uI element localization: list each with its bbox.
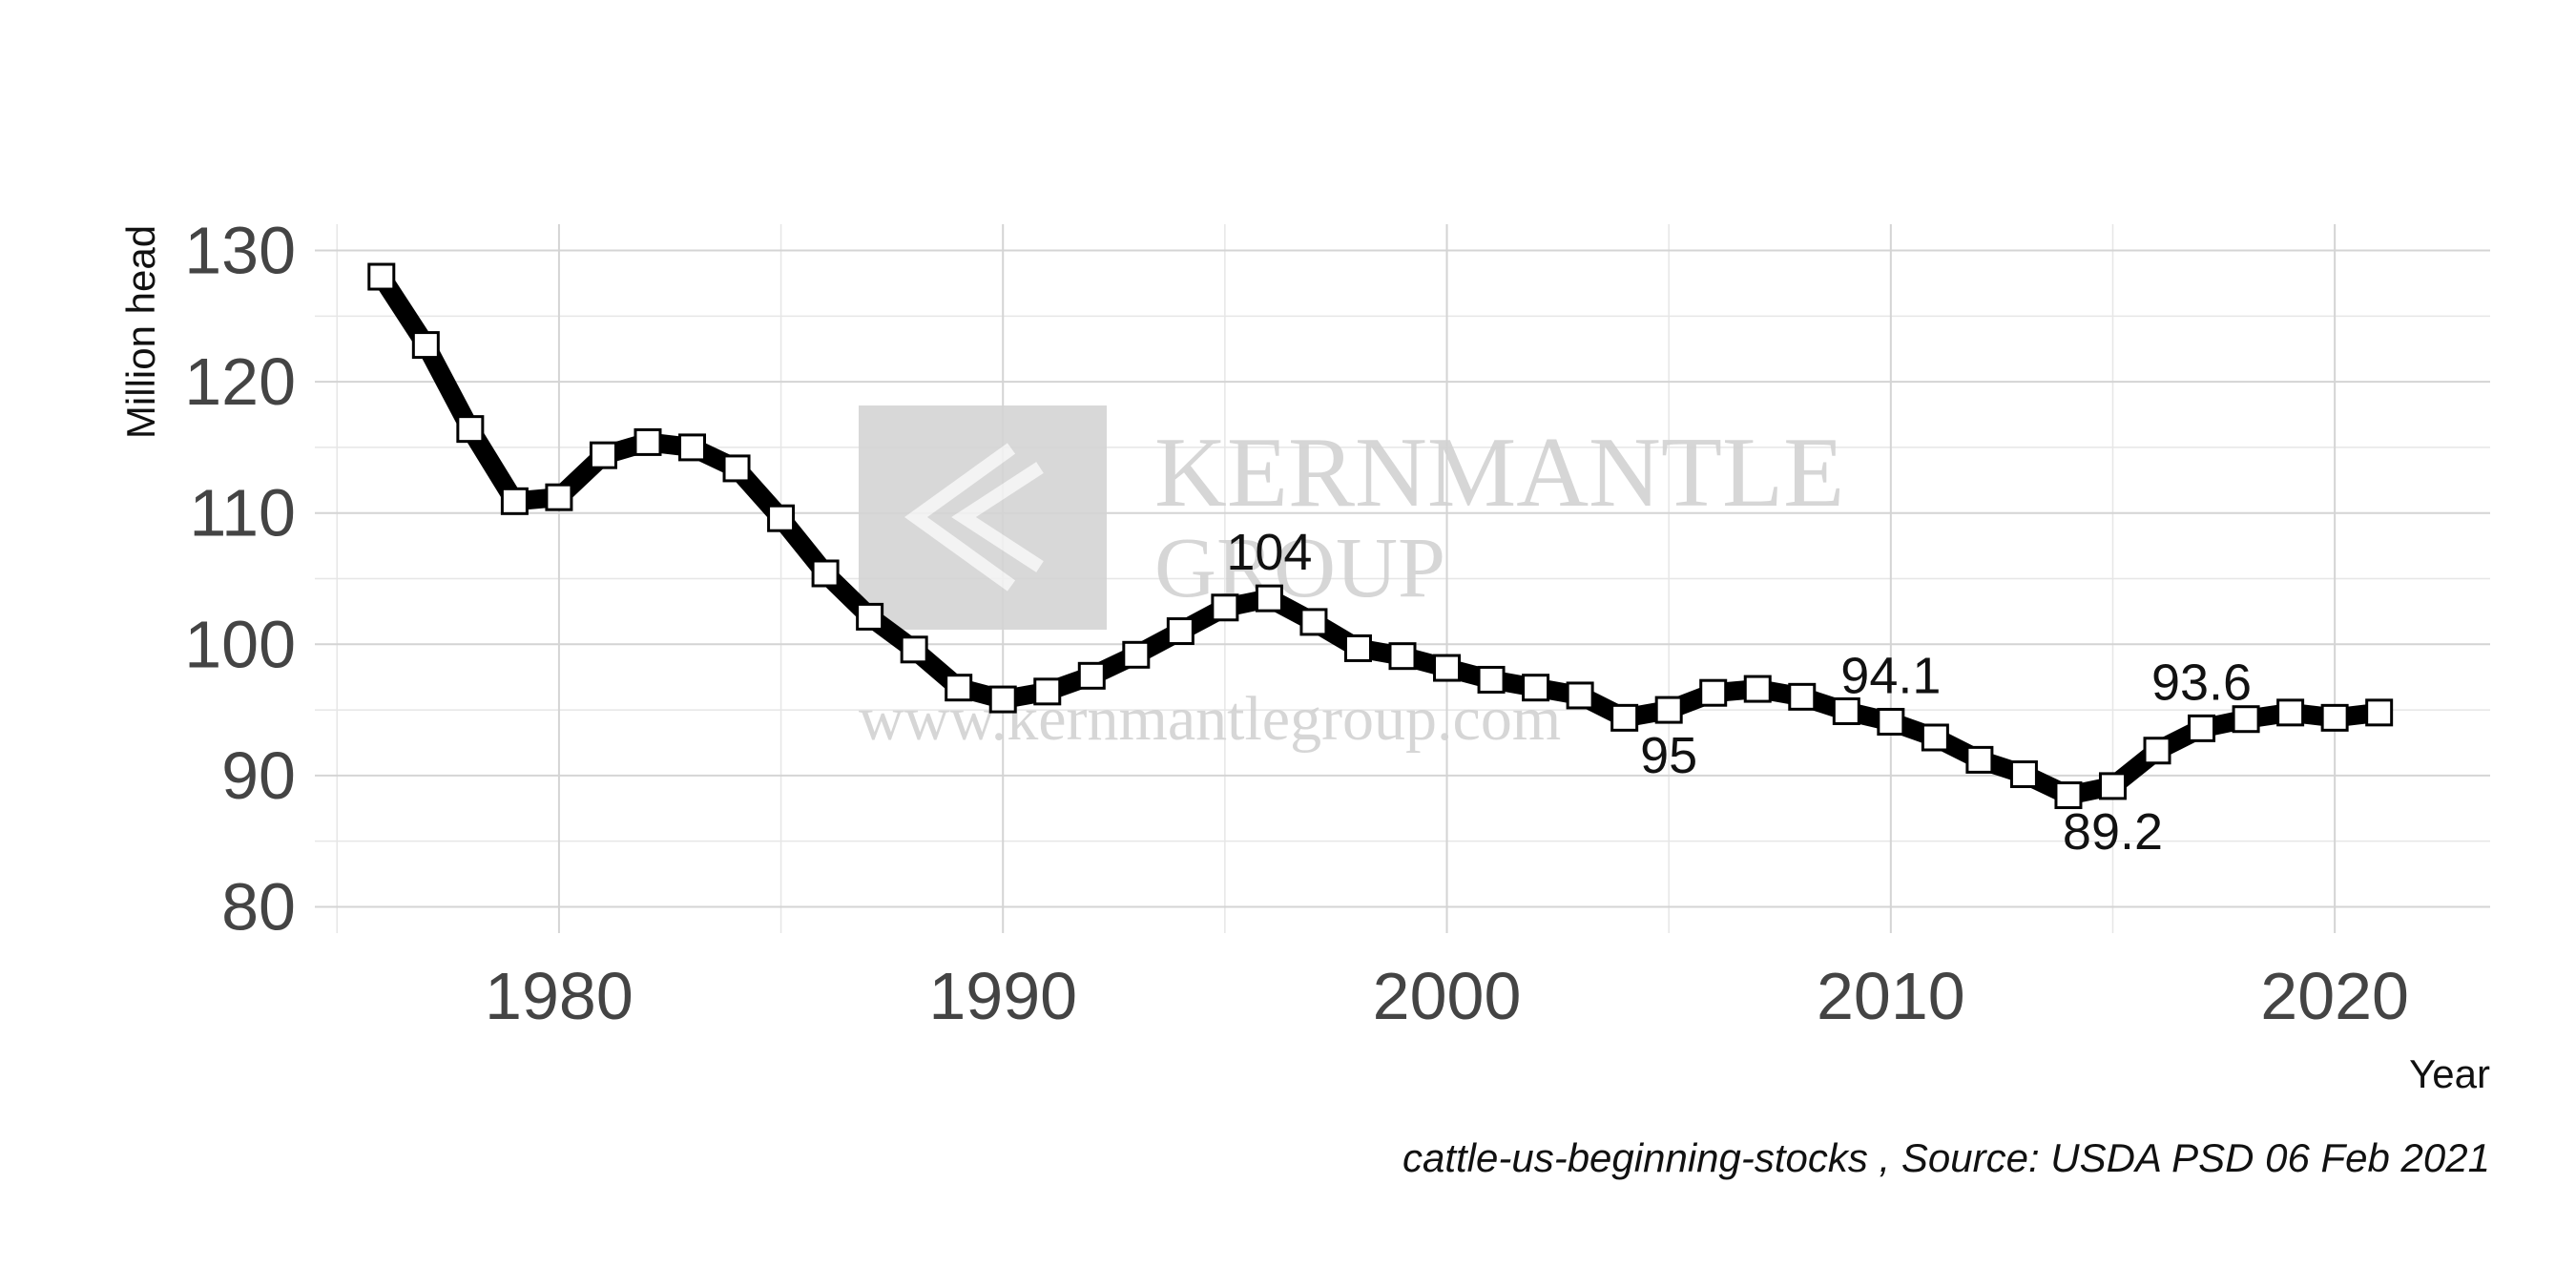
data-point	[634, 427, 662, 456]
y-tick-label: 110	[189, 476, 296, 551]
data-point	[2232, 705, 2260, 734]
watermark: KERNMANTLE GROUP www.kernmantlegroup.com	[859, 405, 1844, 754]
data-point	[500, 487, 529, 515]
data-point	[1343, 634, 1372, 662]
data-point	[545, 483, 573, 511]
data-point	[1211, 593, 1239, 622]
watermark-logo	[859, 405, 1107, 630]
y-tick-label: 90	[221, 738, 296, 813]
data-label: 95	[1640, 727, 1697, 784]
data-label: 89.2	[2063, 803, 2163, 861]
data-point	[1610, 703, 1639, 732]
data-label: 93.6	[2151, 654, 2252, 711]
data-point	[1832, 696, 1860, 725]
data-point	[2320, 703, 2349, 732]
data-point	[367, 262, 396, 291]
watermark-logo-chevron	[951, 462, 1044, 572]
data-point	[1965, 745, 1994, 774]
data-labels: 104 95 94.1 89.2 93.6	[1226, 524, 2252, 861]
data-point	[1433, 654, 1462, 682]
watermark-subtitle: GROUP	[1154, 521, 1445, 615]
data-point	[411, 331, 440, 360]
data-point	[678, 433, 707, 462]
data-point	[2098, 772, 2127, 800]
data-point	[900, 635, 928, 664]
watermark-logo-chevron	[904, 443, 1016, 592]
data-point	[1255, 584, 1283, 613]
data-point	[1921, 723, 1949, 752]
data-point	[1122, 640, 1151, 669]
data-point	[1388, 642, 1417, 671]
data-point	[1166, 617, 1195, 646]
data-point	[2276, 698, 2305, 727]
y-axis-title: Million head	[118, 225, 163, 439]
x-tick-label: 2000	[1373, 959, 1522, 1033]
data-label: 94.1	[1840, 647, 1941, 704]
data-point	[456, 415, 485, 444]
y-tick-label: 80	[221, 869, 296, 944]
y-tick-label: 120	[184, 344, 296, 419]
data-point	[945, 674, 973, 702]
data-point	[1743, 675, 1772, 703]
data-point	[988, 685, 1017, 714]
data-point	[2054, 781, 2083, 810]
data-label: 104	[1226, 524, 1312, 581]
data-point	[767, 504, 796, 532]
data-point	[1654, 696, 1683, 724]
x-tick-label: 2010	[1817, 959, 1965, 1033]
x-tick-label: 1990	[928, 959, 1077, 1033]
data-point	[1077, 661, 1106, 690]
x-axis-title: Year	[2409, 1051, 2490, 1096]
tick-labels: 1980 1990 2000 2010 2020 80 90 100 110 120 130	[184, 214, 2409, 1033]
y-tick-label: 100	[184, 607, 296, 681]
data-point	[2188, 714, 2216, 742]
data-point	[1788, 682, 1817, 711]
data-point	[1033, 677, 1062, 706]
watermark-title: KERNMANTLE	[1154, 416, 1844, 528]
x-tick-label: 2020	[2260, 959, 2409, 1033]
chart-caption: cattle-us-beginning-stocks , Source: USD…	[1402, 1135, 2490, 1180]
data-point	[2365, 698, 2394, 727]
data-point	[589, 441, 617, 469]
series	[371, 267, 2389, 805]
markers	[367, 262, 2394, 810]
data-point	[1477, 665, 1506, 694]
data-point	[1877, 707, 1905, 736]
series-line	[371, 267, 2389, 805]
data-point	[1566, 681, 1594, 710]
data-point	[1299, 608, 1328, 636]
x-tick-label: 1980	[485, 959, 634, 1033]
data-point	[2143, 737, 2171, 765]
y-tick-label: 130	[184, 214, 296, 288]
data-point	[2009, 760, 2038, 789]
data-point	[1522, 674, 1550, 702]
data-point	[722, 454, 751, 483]
data-point	[1699, 678, 1728, 707]
data-point	[811, 559, 840, 588]
data-point	[856, 602, 884, 631]
